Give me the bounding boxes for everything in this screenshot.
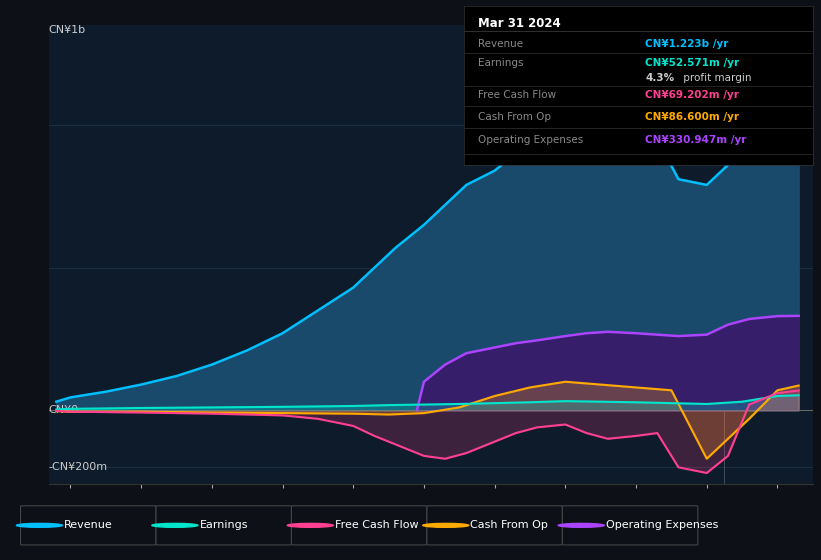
Text: CN¥330.947m /yr: CN¥330.947m /yr bbox=[645, 134, 746, 144]
Circle shape bbox=[16, 524, 62, 528]
Text: CN¥86.600m /yr: CN¥86.600m /yr bbox=[645, 113, 739, 122]
Text: CN¥1.223b /yr: CN¥1.223b /yr bbox=[645, 39, 729, 49]
Circle shape bbox=[423, 524, 469, 528]
Text: Cash From Op: Cash From Op bbox=[478, 113, 551, 122]
Text: Operating Expenses: Operating Expenses bbox=[606, 520, 718, 530]
Text: Free Cash Flow: Free Cash Flow bbox=[335, 520, 419, 530]
FancyBboxPatch shape bbox=[291, 506, 427, 545]
Text: -CN¥200m: -CN¥200m bbox=[48, 463, 108, 472]
FancyBboxPatch shape bbox=[156, 506, 291, 545]
Text: CN¥1b: CN¥1b bbox=[48, 25, 85, 35]
FancyBboxPatch shape bbox=[562, 506, 698, 545]
Circle shape bbox=[558, 524, 604, 528]
Text: CN¥69.202m /yr: CN¥69.202m /yr bbox=[645, 90, 739, 100]
Text: Mar 31 2024: Mar 31 2024 bbox=[478, 17, 561, 30]
Text: Free Cash Flow: Free Cash Flow bbox=[478, 90, 556, 100]
Circle shape bbox=[287, 524, 333, 528]
FancyBboxPatch shape bbox=[427, 506, 562, 545]
Text: Earnings: Earnings bbox=[478, 58, 523, 68]
Circle shape bbox=[152, 524, 198, 528]
Text: 4.3%: 4.3% bbox=[645, 73, 674, 83]
FancyBboxPatch shape bbox=[21, 506, 156, 545]
Text: Operating Expenses: Operating Expenses bbox=[478, 134, 583, 144]
Text: Revenue: Revenue bbox=[64, 520, 112, 530]
Text: CN¥52.571m /yr: CN¥52.571m /yr bbox=[645, 58, 740, 68]
Text: Cash From Op: Cash From Op bbox=[470, 520, 548, 530]
Text: profit margin: profit margin bbox=[680, 73, 752, 83]
Text: Revenue: Revenue bbox=[478, 39, 523, 49]
Text: Earnings: Earnings bbox=[200, 520, 248, 530]
Text: CN¥0: CN¥0 bbox=[48, 405, 79, 416]
